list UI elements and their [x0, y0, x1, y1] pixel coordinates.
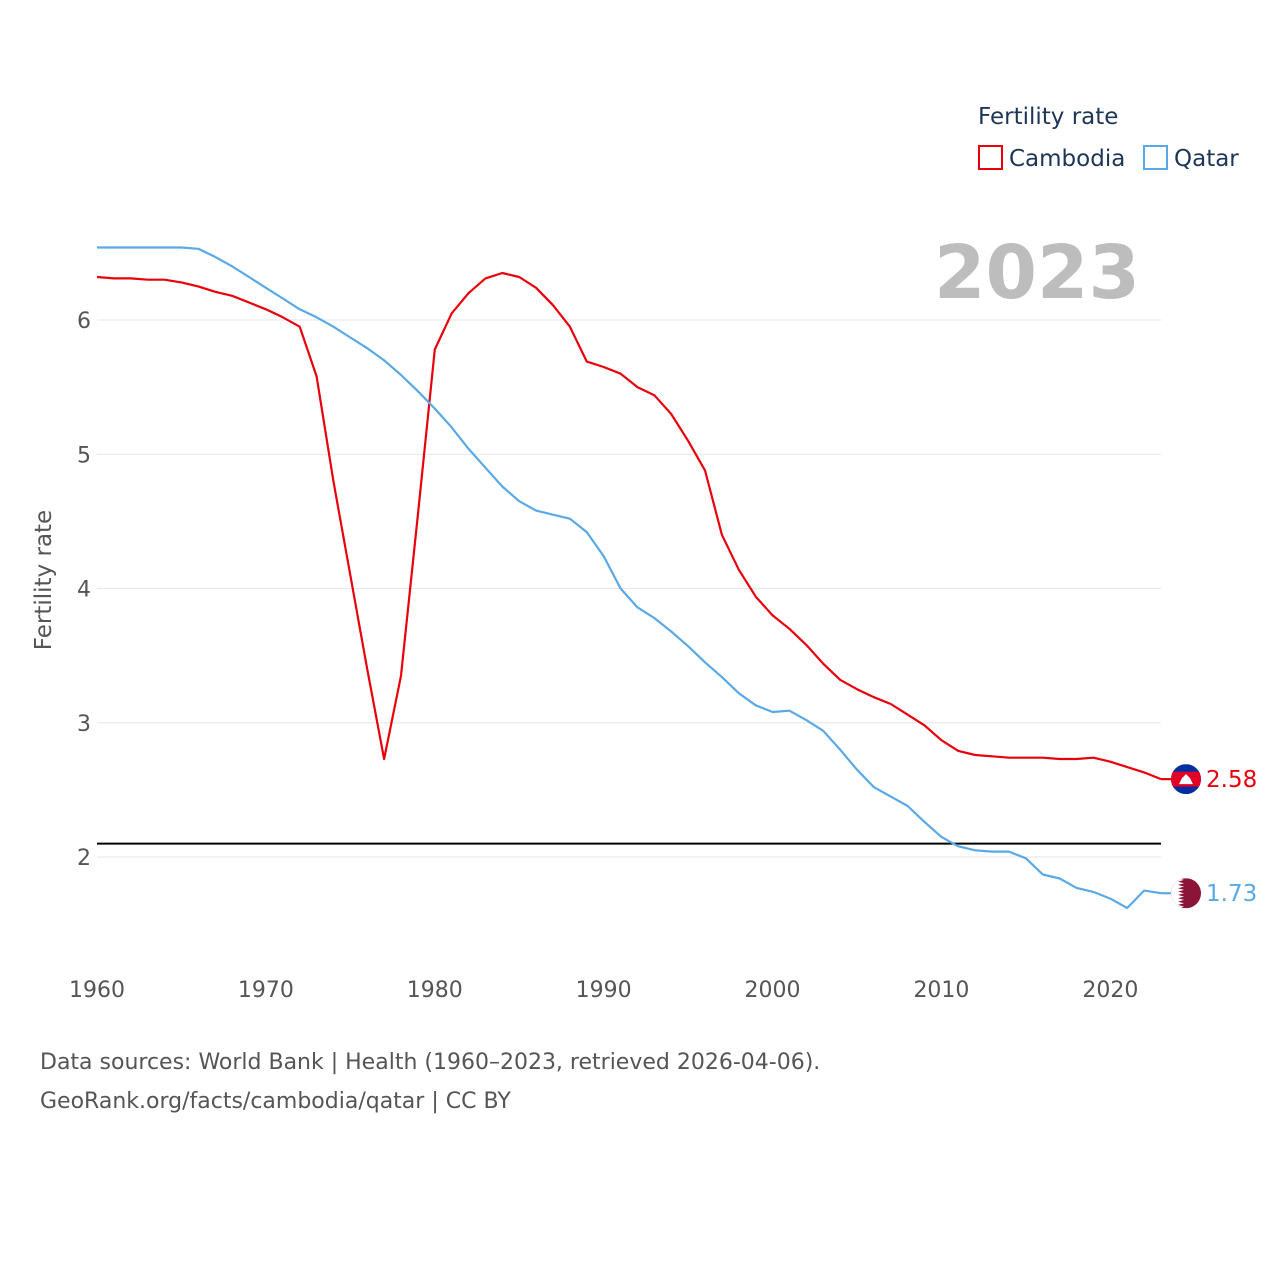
y-tick-label: 3: [77, 712, 91, 737]
y-axis-ticks: 2 3 4 5 6: [77, 309, 91, 871]
x-tick-label: 2010: [913, 978, 969, 1003]
y-tick-label: 2: [77, 846, 91, 871]
x-tick-label: 1970: [238, 978, 294, 1003]
source-line-1: Data sources: World Bank | Health (1960–…: [40, 1050, 820, 1075]
cambodia-flag-icon: [1171, 764, 1201, 795]
legend-item-qatar[interactable]: Qatar: [1143, 145, 1239, 172]
legend-title: Fertility rate: [978, 104, 1118, 130]
y-tick-label: 5: [77, 443, 91, 468]
gridlines: [97, 319, 1161, 858]
legend: Fertility rate Cambodia Qatar: [978, 104, 1239, 172]
legend-label-qatar: Qatar: [1174, 146, 1239, 172]
legend-swatch-cambodia: [978, 145, 1003, 170]
legend-swatch-qatar: [1143, 145, 1168, 170]
y-axis-title: Fertility rate: [31, 510, 57, 650]
end-value-label-qatar: 1.73: [1206, 881, 1257, 907]
y-tick-label: 4: [77, 578, 91, 603]
x-axis-ticks: 1960 1970 1980 1990 2000 2010 2020: [69, 978, 1138, 1003]
series-line-cambodia[interactable]: [96, 271, 1162, 781]
series-lines: [96, 246, 1162, 910]
legend-label-cambodia: Cambodia: [1009, 146, 1125, 172]
x-tick-label: 2000: [745, 978, 801, 1003]
series-line-qatar[interactable]: [97, 246, 1162, 910]
x-tick-label: 1960: [69, 978, 125, 1003]
x-tick-label: 1990: [576, 978, 632, 1003]
qatar-flag-icon: [1171, 878, 1201, 909]
y-tick-label: 6: [77, 309, 91, 334]
x-tick-label: 1980: [407, 978, 463, 1003]
legend-item-cambodia[interactable]: Cambodia: [978, 145, 1125, 172]
end-value-label-cambodia: 2.58: [1206, 767, 1257, 793]
x-tick-label: 2020: [1082, 978, 1138, 1003]
year-label: 2023: [934, 230, 1140, 316]
series-endpoints: 2.58 1.73: [1161, 764, 1257, 909]
source-line-2[interactable]: GeoRank.org/facts/cambodia/qatar | CC BY: [40, 1089, 511, 1114]
